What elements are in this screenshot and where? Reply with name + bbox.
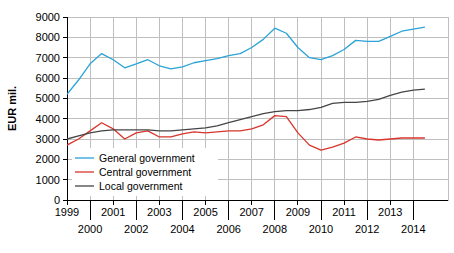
legend-label: General government: [99, 152, 195, 164]
x-tick: [344, 200, 345, 205]
y-tick-label: 7000: [36, 52, 60, 64]
x-tick: [297, 200, 298, 205]
y-axis-title: EUR mil.: [6, 86, 18, 131]
x-tick: [321, 200, 322, 220]
grid-line: [390, 17, 391, 200]
grid-line: [321, 17, 322, 200]
grid-line: [67, 37, 448, 38]
x-tick-label: 2014: [401, 223, 425, 235]
x-tick-label: 2002: [124, 223, 148, 235]
x-tick-label: 2004: [170, 223, 194, 235]
x-tick-label: 2000: [78, 223, 102, 235]
y-tick-label: 1000: [36, 174, 60, 186]
legend: General government Central government Loca…: [72, 148, 218, 196]
x-tick: [113, 200, 114, 205]
grid-line: [67, 78, 448, 79]
grid: [67, 17, 448, 200]
grid-line: [67, 118, 448, 119]
legend-label: Local government: [99, 180, 183, 192]
x-tick: [182, 200, 183, 220]
y-tick-label: 3000: [36, 133, 60, 145]
y-tick-label: 0: [54, 194, 60, 206]
grid-line: [413, 17, 414, 200]
x-tick: [205, 200, 206, 205]
y-tick: [63, 57, 67, 58]
series-line: [67, 116, 425, 151]
grid-line: [367, 17, 368, 200]
grid-line: [344, 17, 345, 200]
grid-line: [67, 98, 448, 99]
x-tick: [367, 200, 368, 220]
y-tick: [63, 159, 67, 160]
y-tick: [63, 98, 67, 99]
y-tick-label: 4000: [36, 113, 60, 125]
y-tick-label: 8000: [36, 31, 60, 43]
y-tick-label: 6000: [36, 72, 60, 84]
x-tick: [159, 200, 160, 205]
y-tick: [63, 37, 67, 38]
y-tick-label: 9000: [36, 11, 60, 23]
x-tick-label: 2006: [216, 223, 240, 235]
y-tick: [63, 78, 67, 79]
series-line: [67, 89, 425, 139]
x-tick: [228, 200, 229, 220]
chart: 0 1000 2000 3000 4000 5000 6000 7000 8000 9000 199…: [0, 0, 454, 253]
x-tick: [251, 200, 252, 205]
y-tick: [63, 139, 67, 140]
series-line: [67, 27, 425, 94]
background: [0, 0, 454, 253]
x-tick-label: 2001: [101, 206, 125, 218]
x-tick-label: 2008: [263, 223, 287, 235]
x-tick-label: 2013: [378, 206, 402, 218]
x-tick-label: 2010: [309, 223, 333, 235]
legend-box: [72, 148, 218, 196]
x-axis: [67, 200, 448, 201]
x-tick-label: 2012: [355, 223, 379, 235]
y-tick-label: 2000: [36, 153, 60, 165]
x-tick: [136, 200, 137, 220]
x-tick-label: 2005: [193, 206, 217, 218]
x-tick: [413, 200, 414, 220]
legend-swatch: [75, 185, 94, 186]
grid-line: [297, 17, 298, 200]
grid-line: [251, 17, 252, 200]
series-group: [67, 27, 425, 150]
legend-swatch: [75, 171, 94, 172]
grid-line: [67, 17, 68, 200]
y-tick: [63, 17, 67, 18]
grid-line: [274, 17, 275, 200]
x-tick-label: 1999: [55, 206, 79, 218]
legend-swatch: [75, 157, 94, 158]
plot-frame: [67, 17, 448, 200]
grid-line: [67, 57, 448, 58]
grid-line: [228, 17, 229, 200]
x-tick-label: 2007: [239, 206, 263, 218]
legend-label: Central government: [99, 166, 191, 178]
y-tick: [63, 179, 67, 180]
y-tick-label: 5000: [36, 92, 60, 104]
y-tick: [63, 118, 67, 119]
x-tick-label: 2009: [286, 206, 310, 218]
x-tick: [90, 200, 91, 220]
x-tick-label: 2011: [332, 206, 356, 218]
x-tick: [67, 200, 68, 205]
y-axis: [67, 17, 68, 200]
x-tick: [274, 200, 275, 220]
x-tick-label: 2003: [147, 206, 171, 218]
grid-line: [67, 200, 448, 201]
x-tick: [390, 200, 391, 205]
y-tick: [63, 200, 67, 201]
